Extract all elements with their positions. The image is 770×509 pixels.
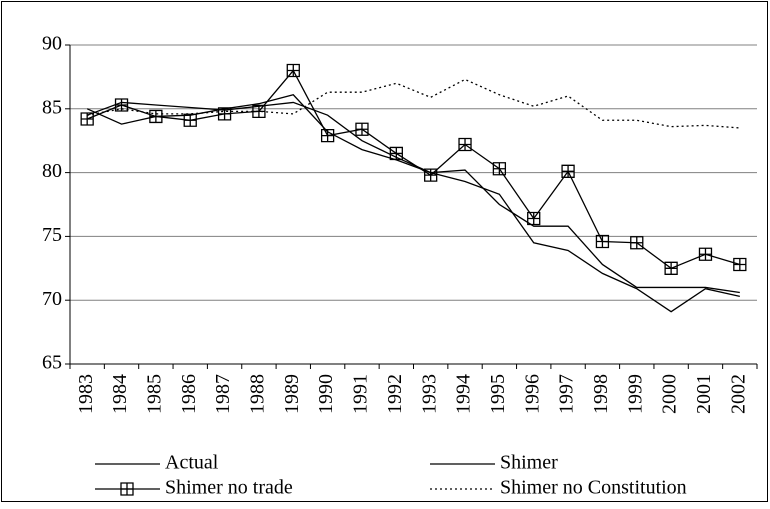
x-tick-label: 1998 [590, 374, 612, 414]
y-tick-label: 80 [42, 160, 62, 182]
marker [698, 247, 713, 261]
x-tick-label: 1989 [281, 374, 303, 414]
y-tick-label: 85 [42, 96, 62, 118]
legend-label: Shimer no trade [165, 477, 293, 499]
marker [664, 261, 678, 275]
x-tick-label: 1997 [556, 374, 578, 414]
legend-label: Actual [165, 452, 219, 474]
x-tick-label: 1990 [315, 374, 337, 414]
x-tick-label: 2000 [659, 374, 681, 414]
x-tick-label: 1996 [521, 374, 543, 414]
x-tick-label: 2001 [693, 374, 715, 414]
marker [389, 146, 403, 161]
x-tick-label: 1984 [109, 374, 131, 414]
marker [630, 236, 644, 250]
x-tick-label: 1995 [487, 374, 509, 414]
marker [561, 164, 575, 178]
x-tick-label: 1993 [418, 374, 440, 414]
marker [595, 234, 610, 249]
series [80, 63, 747, 275]
marker [527, 211, 541, 226]
x-tick-label: 1991 [350, 374, 372, 414]
y-tick-label: 75 [42, 224, 62, 246]
series-line [87, 78, 740, 129]
x-tick-label: 1987 [212, 374, 234, 414]
x-tick-label: 1988 [247, 374, 269, 414]
legend-label: Shimer [500, 452, 558, 474]
marker [458, 137, 472, 152]
y-tick-label: 70 [42, 288, 62, 310]
marker [120, 482, 134, 496]
marker [217, 107, 232, 121]
series [87, 78, 740, 129]
marker [114, 98, 129, 112]
x-tick-label: 1999 [624, 374, 646, 414]
x-tick-label: 1986 [178, 374, 200, 414]
x-tick-label: 2002 [727, 374, 749, 414]
x-tick-label: 1992 [384, 374, 406, 414]
marker [149, 109, 163, 124]
y-tick-label: 90 [42, 33, 62, 55]
marker [733, 257, 747, 272]
marker [320, 128, 335, 143]
marker [492, 162, 507, 176]
marker [355, 122, 369, 136]
legend-label: Shimer no Constitution [500, 477, 687, 499]
x-tick-label: 1983 [75, 374, 97, 414]
marker [286, 63, 300, 78]
y-tick-label: 65 [42, 352, 62, 374]
marker [424, 168, 438, 182]
x-tick-label: 1994 [453, 374, 475, 414]
x-tick-label: 1985 [143, 374, 165, 414]
